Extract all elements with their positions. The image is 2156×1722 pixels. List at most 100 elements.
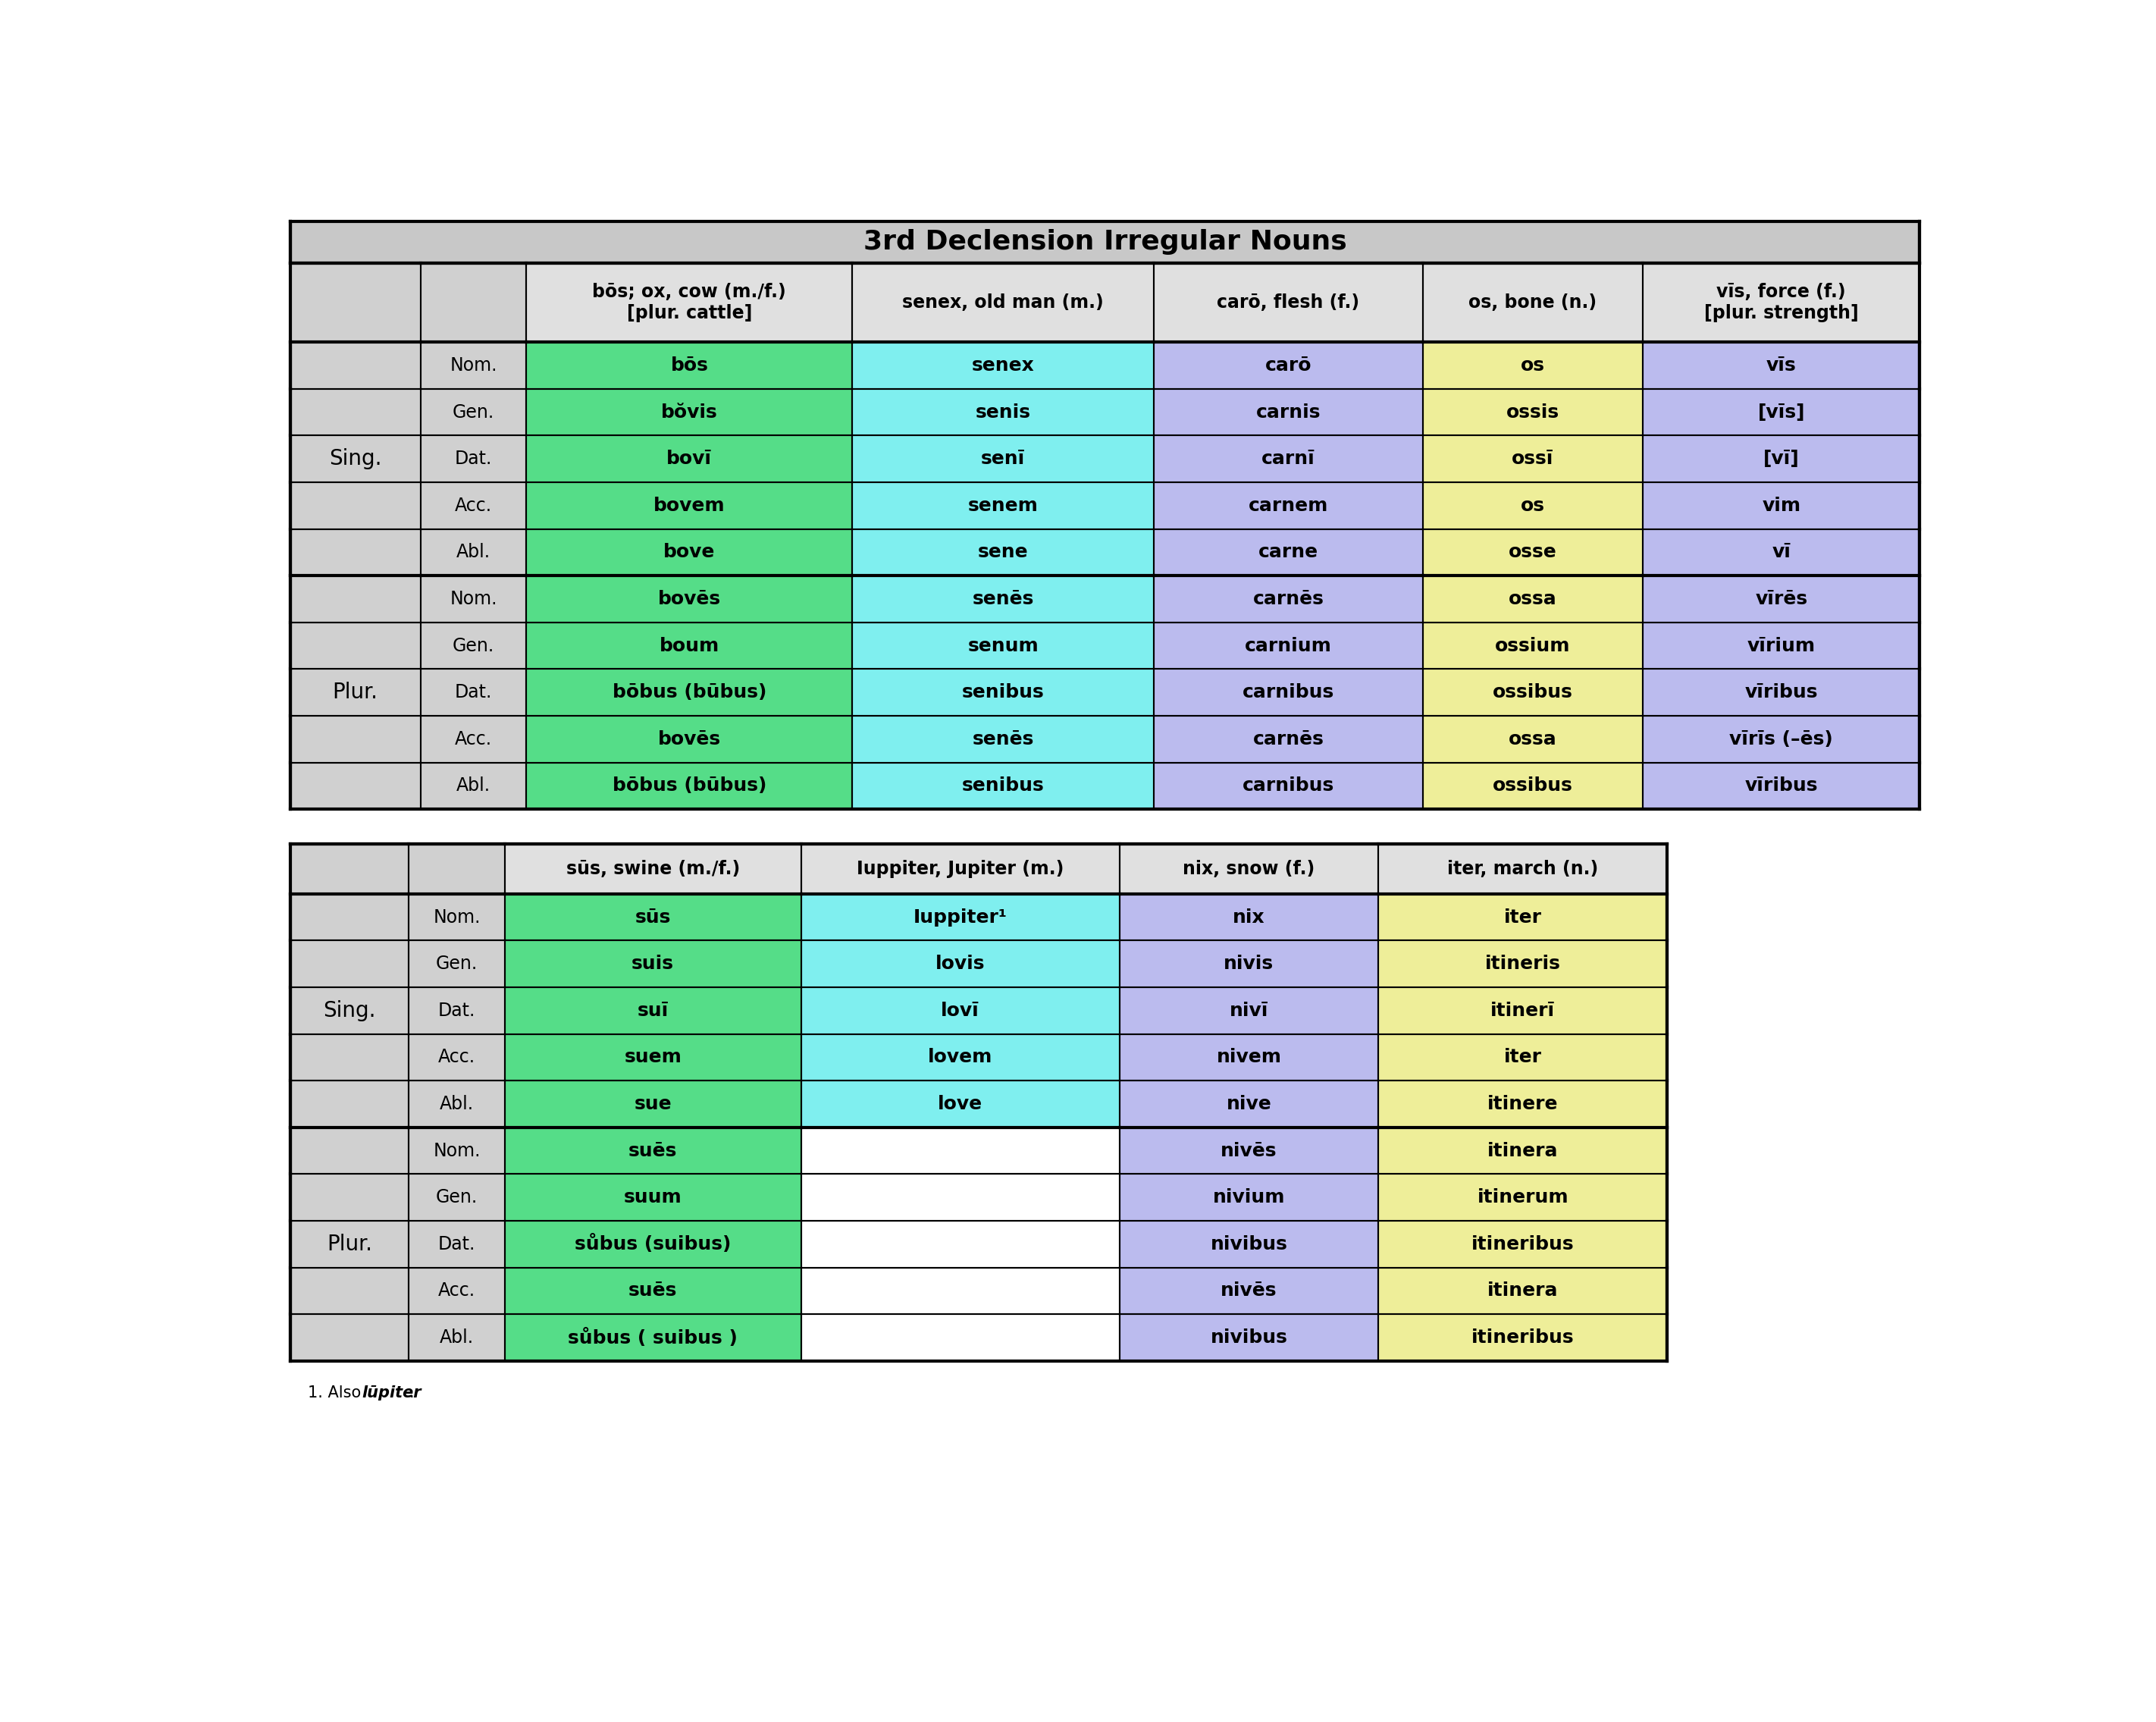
Bar [291, 482, 420, 529]
Bar [291, 940, 407, 987]
Bar [852, 575, 1153, 622]
Bar [407, 1081, 505, 1128]
Bar [407, 1267, 505, 1314]
Bar [1423, 482, 1643, 529]
Text: Acc.: Acc. [455, 730, 492, 749]
Bar [526, 622, 852, 670]
Bar [800, 844, 1119, 894]
Text: carnēs: carnēs [1253, 591, 1324, 608]
Bar [1378, 1033, 1667, 1081]
Text: bŏvis: bŏvis [662, 403, 718, 422]
Bar [291, 220, 1919, 263]
Text: ossibus: ossibus [1492, 684, 1574, 701]
Bar [852, 670, 1153, 716]
Text: suēs: suēs [627, 1142, 677, 1161]
Bar [420, 529, 526, 575]
Bar [1643, 482, 1919, 529]
Text: lovī: lovī [940, 1002, 979, 1019]
Text: Sing.: Sing. [323, 1000, 375, 1021]
Bar [852, 263, 1153, 343]
Bar [420, 436, 526, 482]
Bar [1153, 263, 1423, 343]
Bar [800, 1033, 1119, 1081]
Text: os, bone (n.): os, bone (n.) [1468, 293, 1598, 312]
Bar [852, 763, 1153, 809]
Text: os: os [1520, 356, 1546, 375]
Bar [800, 1267, 1119, 1314]
Bar [407, 1314, 505, 1360]
Text: boum: boum [660, 637, 720, 654]
Bar [505, 1081, 800, 1128]
Bar [420, 343, 526, 389]
Text: vīrīs (–ēs): vīrīs (–ēs) [1729, 730, 1833, 749]
Bar [1643, 436, 1919, 482]
Bar [1378, 1174, 1667, 1221]
Text: itinera: itinera [1488, 1142, 1559, 1161]
Text: Abl.: Abl. [457, 542, 492, 561]
Text: nivibus: nivibus [1210, 1328, 1287, 1347]
Text: Dat.: Dat. [438, 1235, 474, 1254]
Bar [1423, 670, 1643, 716]
Text: Dat.: Dat. [455, 449, 492, 468]
Bar [291, 1267, 407, 1314]
Bar [526, 343, 852, 389]
Text: ossī: ossī [1511, 449, 1554, 468]
Text: 1. Also: 1. Also [308, 1386, 367, 1400]
Text: itinerī: itinerī [1490, 1002, 1554, 1019]
Bar [800, 1314, 1119, 1360]
Text: Abl.: Abl. [457, 777, 492, 796]
Bar [852, 343, 1153, 389]
Bar [505, 987, 800, 1033]
Text: senis: senis [975, 403, 1031, 422]
Bar [505, 1128, 800, 1174]
Bar [852, 529, 1153, 575]
Text: senum: senum [968, 637, 1039, 654]
Bar [505, 1174, 800, 1221]
Bar [800, 894, 1119, 940]
Text: senēs: senēs [972, 591, 1035, 608]
Bar [1423, 389, 1643, 436]
Text: vīs, force (f.)
[plur. strength]: vīs, force (f.) [plur. strength] [1703, 282, 1858, 322]
Text: [vī]: [vī] [1764, 449, 1800, 468]
Bar [291, 987, 407, 1033]
Bar [291, 1033, 407, 1081]
Text: lūpiter: lūpiter [362, 1386, 420, 1400]
Bar [1378, 987, 1667, 1033]
Bar [505, 1314, 800, 1360]
Text: Iuppiter¹: Iuppiter¹ [914, 907, 1007, 926]
Bar [1378, 844, 1667, 894]
Bar [291, 716, 420, 763]
Bar [1153, 389, 1423, 436]
Bar [420, 622, 526, 670]
Text: love: love [938, 1095, 983, 1112]
Text: iter, march (n.): iter, march (n.) [1447, 859, 1598, 878]
Text: itinerum: itinerum [1477, 1188, 1570, 1207]
Text: carnibus: carnibus [1242, 777, 1335, 796]
Text: Plur.: Plur. [326, 1233, 373, 1255]
Bar [420, 575, 526, 622]
Text: bovī: bovī [666, 449, 711, 468]
Bar [291, 1081, 407, 1128]
Text: nivium: nivium [1212, 1188, 1285, 1207]
Text: suum: suum [623, 1188, 681, 1207]
Bar [291, 1128, 407, 1174]
Text: bovēs: bovēs [658, 730, 720, 749]
Text: carnis: carnis [1257, 403, 1322, 422]
Bar [1153, 716, 1423, 763]
Bar [291, 1314, 407, 1360]
Bar [800, 1081, 1119, 1128]
Bar [505, 844, 800, 894]
Bar [1643, 343, 1919, 389]
Bar [800, 987, 1119, 1033]
Bar [1423, 763, 1643, 809]
Text: bōbus (būbus): bōbus (būbus) [612, 777, 765, 796]
Bar [1119, 844, 1378, 894]
Bar [420, 389, 526, 436]
Bar [291, 894, 407, 940]
Bar [1643, 263, 1919, 343]
Bar [1423, 436, 1643, 482]
Text: nive: nive [1227, 1095, 1272, 1112]
Bar [1423, 343, 1643, 389]
Text: suem: suem [623, 1049, 681, 1066]
Text: itinere: itinere [1488, 1095, 1559, 1112]
